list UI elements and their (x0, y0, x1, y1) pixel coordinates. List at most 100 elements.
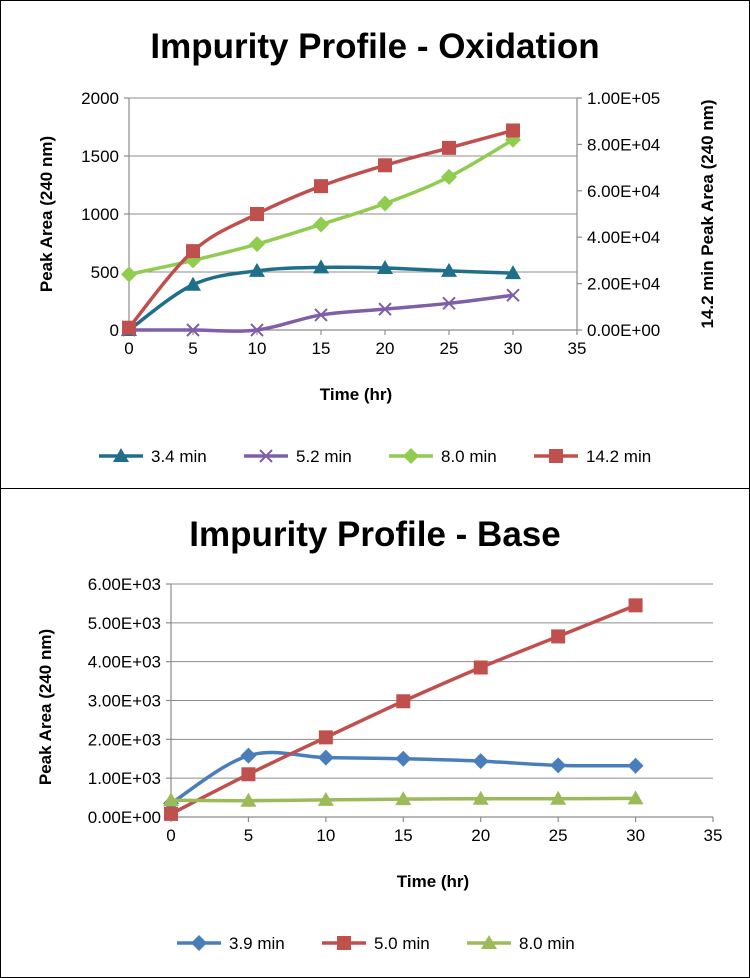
y-tick-label: 5.00E+03 (88, 614, 161, 633)
y-tick-label: 6.00E+03 (88, 575, 161, 594)
y-tick-label: 4.00E+03 (88, 653, 161, 672)
series-8-0-min-point (121, 266, 137, 283)
x-tick-label: 20 (376, 339, 395, 358)
y-tick-label: 0 (110, 321, 119, 340)
series-5-0-min-point (628, 598, 643, 613)
series-3-9-min-point (627, 757, 644, 774)
legend-5-2-min-label: 5.2 min (296, 447, 352, 466)
series-8-0-min-point (249, 236, 265, 253)
y-tick-label: 2000 (81, 89, 119, 108)
series-5-2-min-point (378, 302, 392, 316)
series-5-2-min-point (186, 323, 200, 337)
series-3-4-min-point (313, 259, 329, 274)
y-tick-label: 1.00E+03 (88, 769, 161, 788)
legend-8-0-min-label: 8.0 min (519, 934, 575, 953)
series-14-2-min-point (250, 207, 264, 221)
legend-8-0-min-label: 8.0 min (441, 447, 497, 466)
series-8-0-min-point (395, 791, 412, 806)
x-axis-label: Time (hr) (397, 872, 469, 891)
chart-title: Impurity Profile - Oxidation (150, 27, 599, 66)
series-3-4-min-point (377, 259, 393, 274)
y2-tick-label: 1.00E+05 (587, 89, 660, 108)
x-tick-label: 25 (440, 339, 459, 358)
series-8-0-min-point (240, 792, 257, 807)
oxidation-chart: Impurity Profile - Oxidation 05001000150… (37, 27, 717, 466)
series-5-2-min-point (314, 308, 328, 322)
x-tick-label: 5 (244, 826, 253, 845)
series-5-0-min-point (241, 767, 256, 782)
legend-5-0-min-label: 5.0 min (374, 934, 430, 953)
x-tick-label: 15 (312, 339, 331, 358)
series-14-2-min-point (314, 179, 328, 194)
y-axis-label: Peak Area (240 nm) (36, 629, 55, 785)
series-5-0-min-point (551, 629, 566, 644)
y2-tick-label: 6.00E+04 (587, 182, 660, 201)
series-5-2-min-point (250, 323, 264, 337)
x-tick-label: 10 (316, 826, 335, 845)
series-8-0-min-point (163, 792, 179, 807)
legend-8-0-min-marker (481, 935, 497, 949)
series-5-0-min-line (170, 603, 637, 816)
y2-tick-label: 2.00E+04 (587, 275, 660, 294)
series-3-9-min-point (395, 750, 412, 767)
series-5-0-min-point (164, 806, 178, 821)
x-axis-label: Time (hr) (320, 385, 392, 404)
legend-3-9-min-marker (191, 935, 207, 951)
legend-3-4-min-label: 3.4 min (151, 447, 207, 466)
series-8-0-min-point (317, 791, 334, 806)
x-tick-label: 10 (248, 339, 267, 358)
legend-3-4-min-marker (113, 448, 129, 462)
y-tick-label: 3.00E+03 (88, 692, 161, 711)
y-tick-label: 1500 (81, 147, 119, 166)
y-tick-label: 1000 (81, 205, 119, 224)
series-3-4-min-point (441, 262, 457, 277)
y2-tick-label: 0.00E+00 (587, 321, 660, 340)
series-3-9-min-point (240, 747, 257, 764)
x-tick-label: 35 (568, 339, 587, 358)
x-tick-label: 30 (626, 826, 645, 845)
series-3-4-min-point (505, 265, 521, 280)
chart-title: Impurity Profile - Base (189, 515, 560, 554)
series-14-2-min-point (122, 320, 136, 335)
y-tick-label: 500 (91, 263, 119, 282)
series-5-0-min-point (396, 694, 411, 709)
x-tick-label: 30 (504, 339, 523, 358)
series-5-0-min-point (318, 730, 333, 745)
series-5-0-min-point (473, 660, 488, 675)
series-8-0-min-point (472, 790, 489, 805)
series-3-4-min-point (249, 262, 265, 277)
series-3-9-min-point (472, 753, 489, 770)
legend-14-2-min-label: 14.2 min (586, 447, 651, 466)
series-5-2-min-point (506, 288, 520, 302)
series-8-0-min-point (441, 168, 457, 185)
y2-tick-label: 4.00E+04 (587, 228, 660, 247)
series-8-0-min-point (377, 195, 393, 212)
x-tick-label: 35 (704, 826, 723, 845)
y2-axis-label: 14.2 min Peak Area (240 nm) (698, 100, 717, 329)
series-14-2-min-point (506, 123, 520, 138)
y2-tick-label: 8.00E+04 (587, 135, 660, 154)
series-5-2-min-point (442, 296, 456, 311)
series-8-0-min-point (550, 790, 567, 805)
x-tick-label: 0 (124, 339, 133, 358)
base-chart: Impurity Profile - Base 0.00E+00 1.00E+03… (36, 515, 723, 953)
series-14-2-min-point (378, 158, 392, 173)
series-8-0-min-point (313, 216, 329, 233)
legend-3-9-min-label: 3.9 min (229, 934, 285, 953)
x-tick-label: 25 (549, 826, 568, 845)
legend-5-0-min-marker (337, 936, 351, 950)
x-tick-label: 15 (394, 826, 413, 845)
series-14-2-min-point (442, 140, 456, 155)
oxidation-chart-panel: Impurity Profile - Oxidation 0 500 1000 150… (0, 0, 750, 489)
y-tick-label: 2.00E+03 (88, 730, 161, 749)
legend-14-2-min-marker (549, 449, 563, 463)
y-tick-label: 0.00E+00 (88, 808, 161, 827)
series-3-9-min-point (317, 749, 334, 766)
x-tick-label: 5 (188, 339, 197, 358)
series-5-2-min-line (129, 293, 514, 333)
y-axis-label: Peak Area (240 nm) (37, 136, 56, 292)
base-chart-panel: Impurity Profile - Base 0.00E+00 1.00E+03… (0, 488, 750, 978)
x-tick-label: 20 (471, 826, 490, 845)
legend-5-2-min-marker (259, 449, 273, 463)
legend-8-0-min-marker (403, 448, 419, 464)
